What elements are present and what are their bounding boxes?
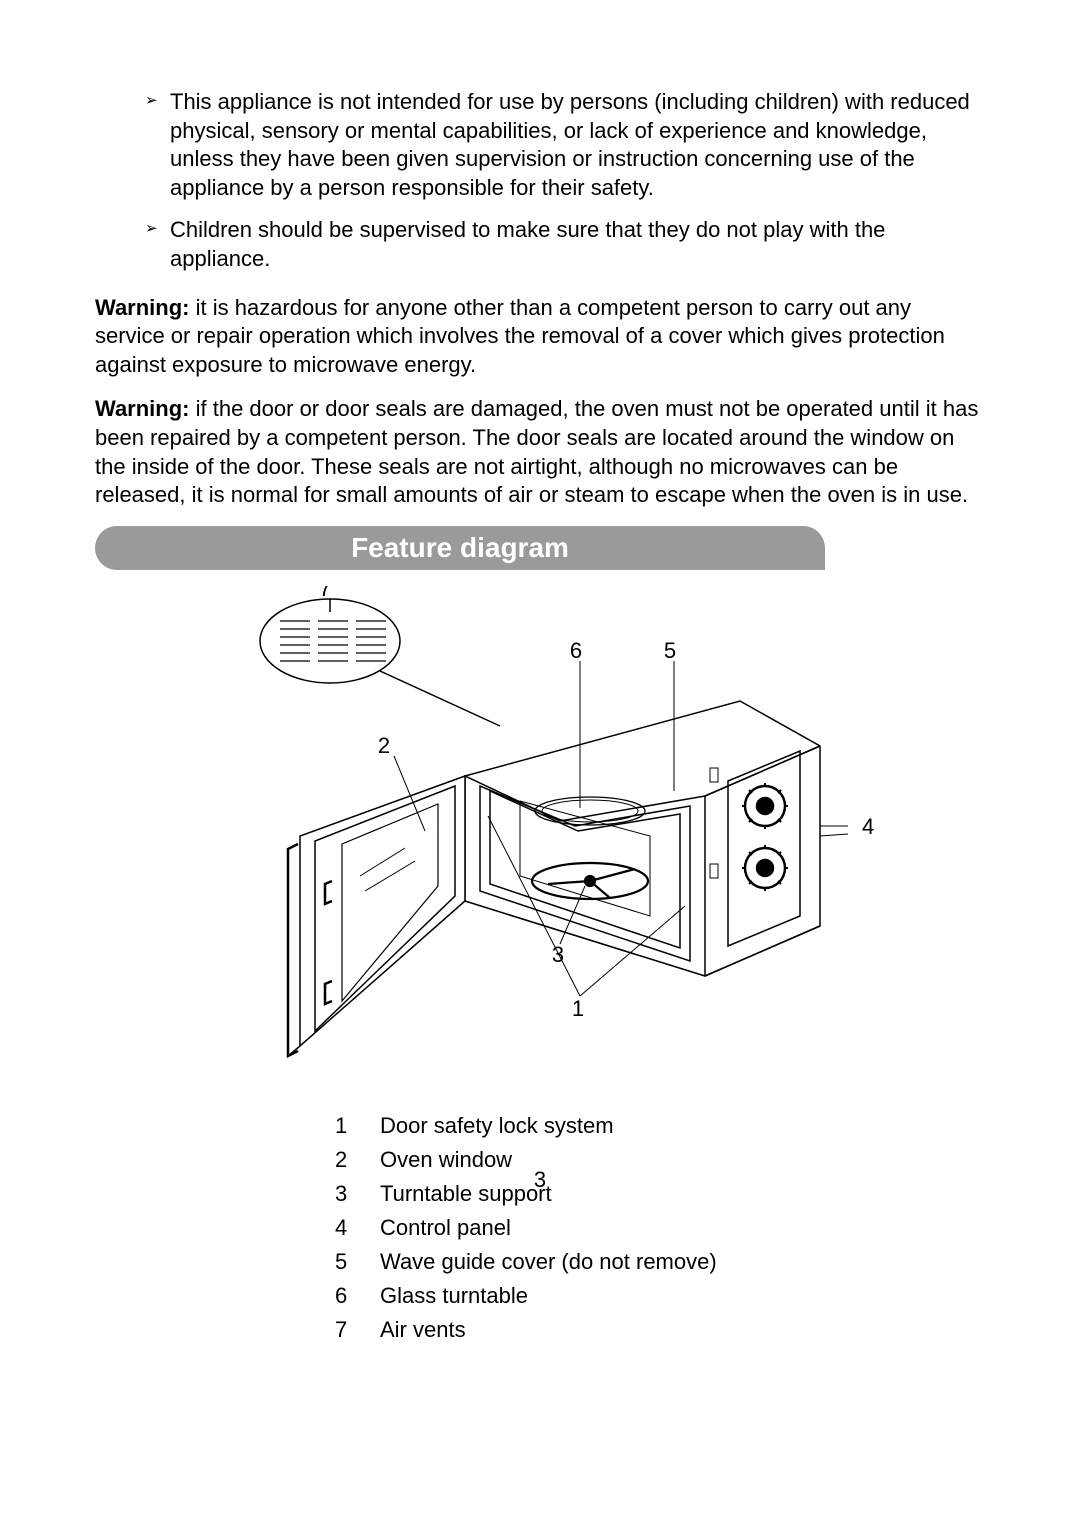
legend-num: 6: [335, 1279, 380, 1313]
legend-label: Wave guide cover (do not remove): [380, 1245, 717, 1279]
bullet-marker-icon: ➢: [145, 88, 170, 202]
legend-label: Air vents: [380, 1313, 466, 1347]
legend-num: 7: [335, 1313, 380, 1347]
warning-text: if the door or door seals are damaged, t…: [95, 396, 978, 507]
legend-num: 5: [335, 1245, 380, 1279]
warning-paragraph: Warning: it is hazardous for anyone othe…: [95, 294, 985, 380]
bullet-marker-icon: ➢: [145, 216, 170, 273]
warning-label: Warning:: [95, 396, 190, 421]
legend-num: 4: [335, 1211, 380, 1245]
feature-diagram: 7 6 5 2 4 3 1: [180, 586, 900, 1081]
callout-3: 3: [552, 942, 564, 967]
warning-text: it is hazardous for anyone other than a …: [95, 295, 945, 377]
bullet-text: Children should be supervised to make su…: [170, 216, 985, 273]
callout-5: 5: [664, 638, 676, 663]
warning-paragraph: Warning: if the door or door seals are d…: [95, 395, 985, 509]
legend-label: Glass turntable: [380, 1279, 528, 1313]
legend: 1 Door safety lock system 2 Oven window …: [335, 1109, 985, 1348]
legend-row: 5 Wave guide cover (do not remove): [335, 1245, 985, 1279]
callout-6: 6: [570, 638, 582, 663]
callout-2: 2: [378, 733, 390, 758]
callout-1: 1: [572, 996, 584, 1021]
section-banner: Feature diagram: [95, 526, 985, 570]
legend-num: 1: [335, 1109, 380, 1143]
callout-4: 4: [862, 814, 874, 839]
manual-page: ➢ This appliance is not intended for use…: [0, 0, 1080, 1528]
bullet-list: ➢ This appliance is not intended for use…: [95, 88, 985, 274]
legend-row: 6 Glass turntable: [335, 1279, 985, 1313]
banner-title: Feature diagram: [95, 526, 825, 570]
legend-label: Door safety lock system: [380, 1109, 614, 1143]
bullet-item: ➢ Children should be supervised to make …: [145, 216, 985, 273]
legend-row: 4 Control panel: [335, 1211, 985, 1245]
legend-row: 7 Air vents: [335, 1313, 985, 1347]
legend-row: 1 Door safety lock system: [335, 1109, 985, 1143]
legend-label: Control panel: [380, 1211, 511, 1245]
warning-label: Warning:: [95, 295, 190, 320]
bullet-text: This appliance is not intended for use b…: [170, 88, 985, 202]
bullet-item: ➢ This appliance is not intended for use…: [145, 88, 985, 202]
callout-7: 7: [319, 586, 331, 601]
page-number: 3: [0, 1167, 1080, 1193]
microwave-diagram-svg: 7 6 5 2 4 3 1: [180, 586, 900, 1081]
